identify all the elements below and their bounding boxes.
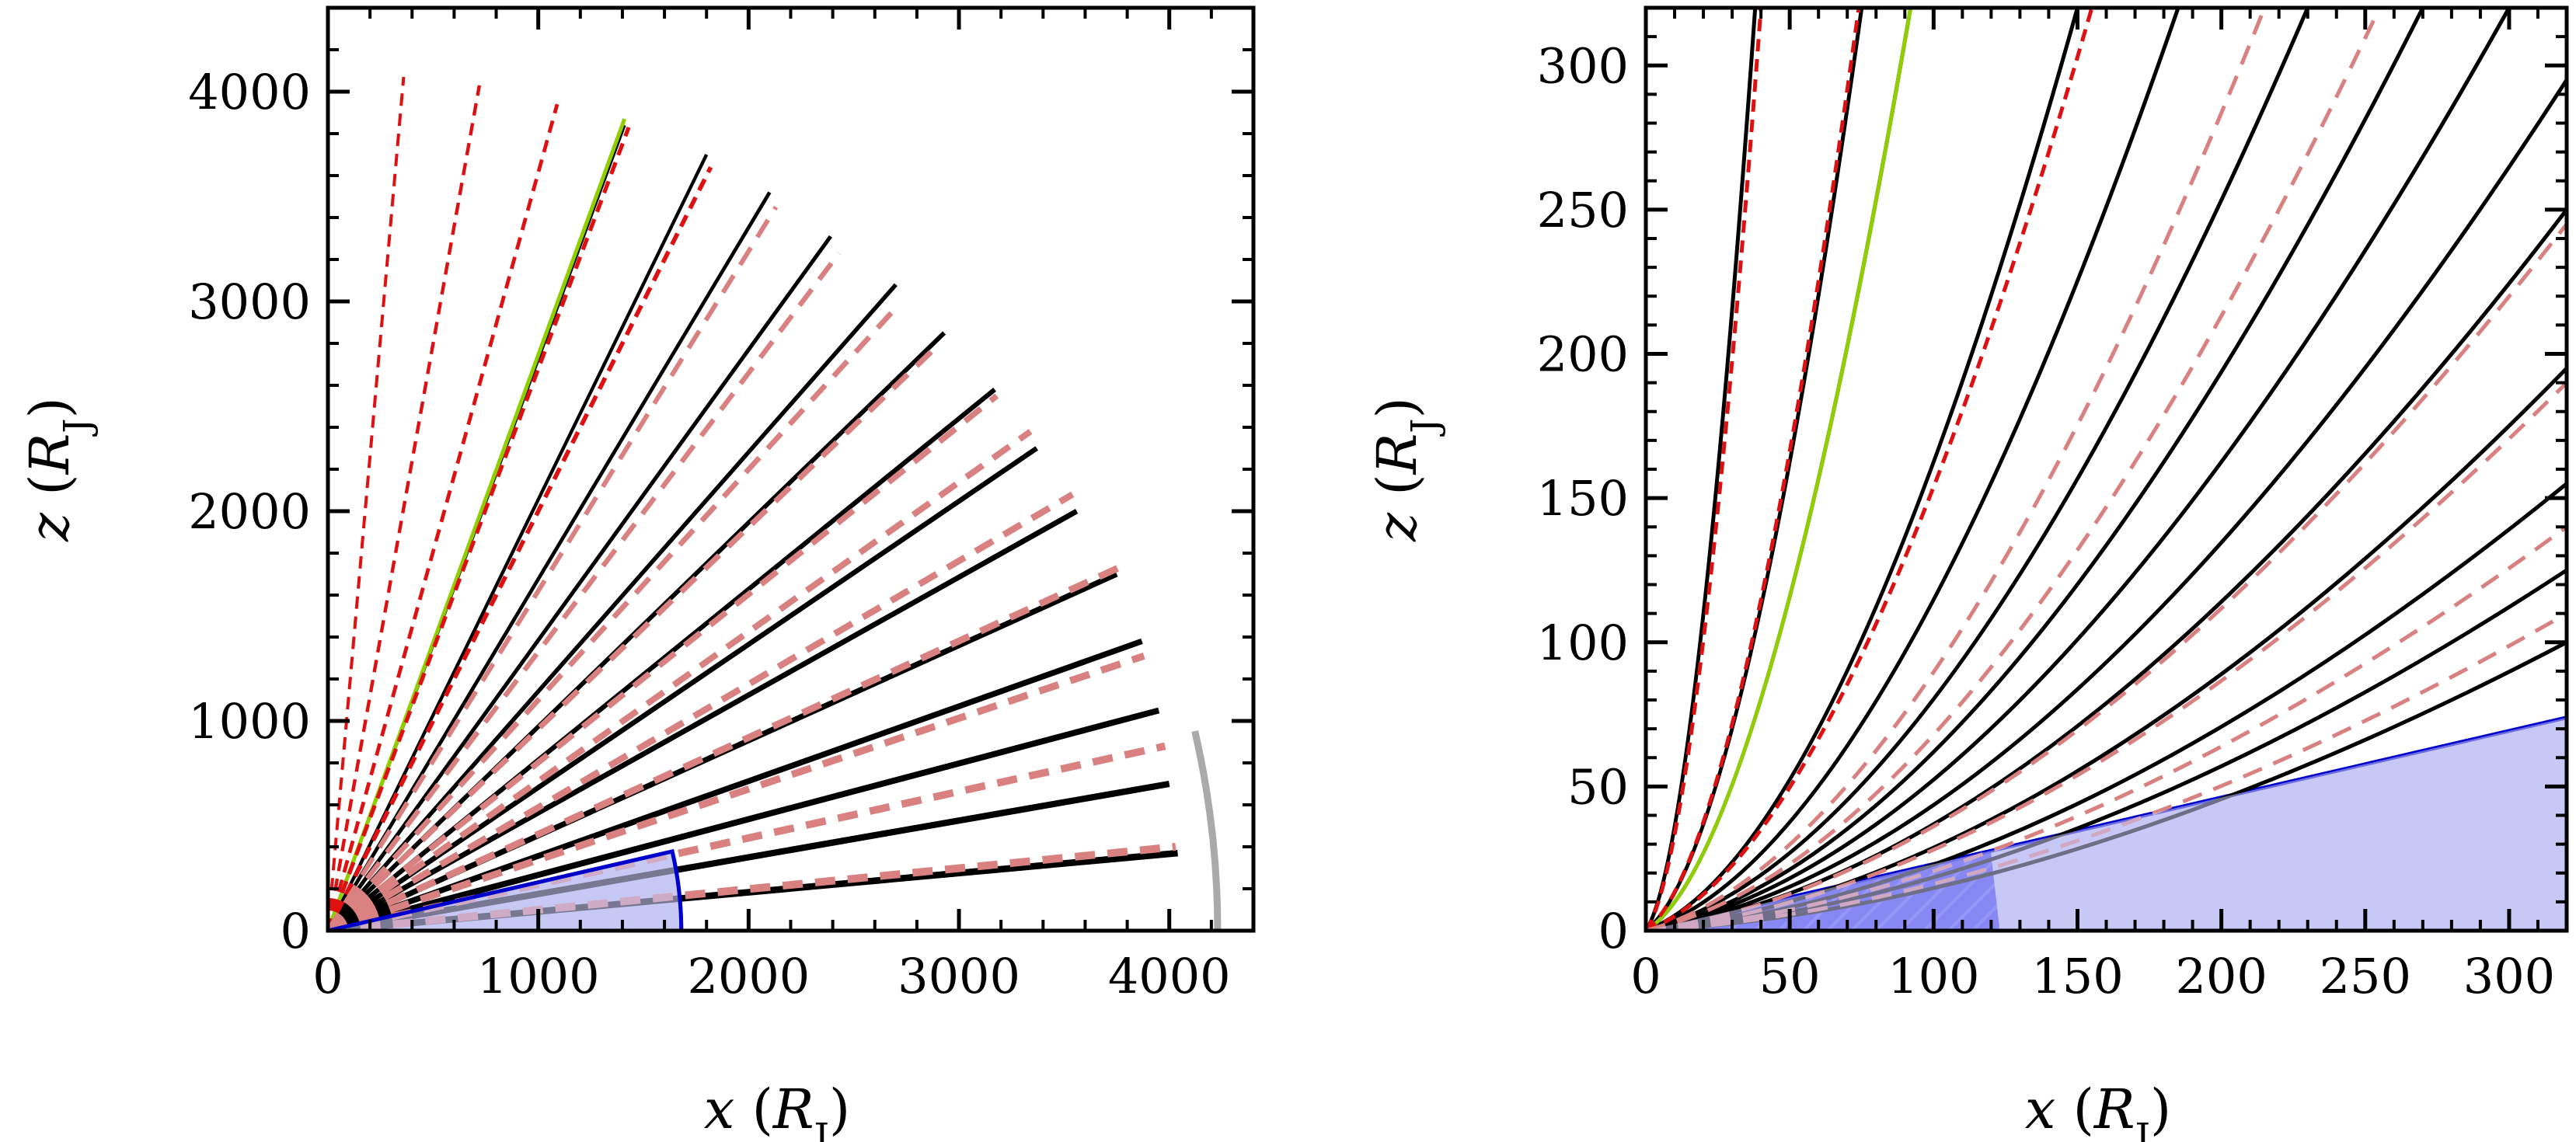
left-x-tick-label: 0	[312, 948, 343, 1004]
left-y-tick-label: 3000	[188, 273, 311, 330]
right-plot-area	[1646, 8, 2567, 931]
right-field-line	[1646, 8, 1758, 931]
right-y-tick-label: 300	[1537, 37, 1629, 94]
left-model-line	[328, 126, 631, 931]
right-x-tick-label: 150	[2031, 948, 2123, 1004]
right-model-line	[1646, 8, 1861, 931]
left-y-tick-label: 0	[281, 903, 311, 959]
right-field-line	[1646, 8, 2180, 931]
right-y-tick-label: 50	[1567, 758, 1629, 815]
right-x-tick-label: 0	[1630, 948, 1661, 1004]
right-model-line	[1646, 8, 2382, 931]
right-field-line	[1646, 8, 1864, 931]
right-highlight-line	[1646, 8, 1913, 931]
right-field-line	[1646, 8, 2079, 931]
left-model-line	[328, 341, 943, 931]
left-model-line	[328, 562, 1125, 931]
left-model-line	[328, 393, 999, 931]
left-model-line	[328, 652, 1145, 931]
right-field-line	[1646, 8, 2425, 931]
left-field-line	[328, 446, 1039, 931]
left-model-line	[328, 304, 901, 931]
left-outer-arc	[1191, 730, 1222, 931]
left-field-line	[328, 235, 832, 931]
right-field-line	[1646, 208, 2567, 931]
left-x-tick-label: 1000	[477, 948, 600, 1004]
right-field-line	[1646, 8, 2512, 931]
left-field-line	[328, 707, 1160, 931]
right-model-line	[1646, 222, 2567, 931]
right-model-line	[1646, 381, 2567, 931]
left-x-axis-label: x (RJ)	[704, 1078, 850, 1142]
left-plot-frame	[326, 5, 1256, 933]
left-y-axis-label: z (RJ)	[18, 397, 99, 542]
left-model-line	[328, 251, 842, 931]
right-x-tick-label: 300	[2463, 948, 2555, 1004]
left-chart-panel: 0 1000 2000 3000 4000 0 1000 2000 3000 4000 x (RJ…	[18, 5, 1256, 1142]
left-x-tick-label: 3000	[898, 948, 1020, 1004]
right-region-overlay	[1646, 717, 2567, 931]
right-y-tick-label: 200	[1537, 326, 1629, 383]
right-y-tick-label: 0	[1598, 903, 1629, 959]
left-y-tick-label: 2000	[188, 483, 311, 540]
left-plot-area	[328, 76, 1222, 931]
right-chart-panel: 0 50 100 150 200 250 300 0 50 100 150 200 250 300 x (…	[1365, 5, 2569, 1142]
left-model-line	[328, 205, 779, 931]
left-y-tick-label: 1000	[188, 693, 311, 750]
left-model-line	[328, 165, 713, 931]
right-plot-frame	[1644, 5, 2569, 933]
left-model-line	[328, 103, 559, 931]
right-field-line	[1646, 8, 1913, 931]
right-x-tick-label: 200	[2175, 948, 2267, 1004]
right-y-tick-label: 250	[1537, 182, 1629, 238]
right-x-axis-label: x (RJ)	[2025, 1078, 2171, 1142]
right-x-tick-label: 250	[2320, 948, 2411, 1004]
left-model-line	[328, 491, 1075, 931]
left-model-line	[328, 76, 406, 931]
right-x-tick-label: 100	[1888, 948, 1979, 1004]
left-model-line	[328, 85, 482, 931]
left-model-line	[328, 429, 1033, 931]
right-model-line	[1646, 8, 1763, 931]
left-x-tick-label: 4000	[1108, 948, 1231, 1004]
right-field-line	[1646, 8, 2310, 931]
right-y-axis-label: z (RJ)	[1365, 397, 1447, 542]
left-y-tick-label: 4000	[188, 64, 311, 120]
right-model-line	[1646, 8, 2267, 931]
left-x-tick-label: 2000	[687, 948, 810, 1004]
right-model-line	[1646, 8, 2094, 931]
right-field-line	[1646, 78, 2567, 931]
right-x-tick-label: 50	[1759, 948, 1821, 1004]
right-y-tick-label: 150	[1537, 470, 1629, 527]
right-y-tick-label: 100	[1537, 615, 1629, 671]
